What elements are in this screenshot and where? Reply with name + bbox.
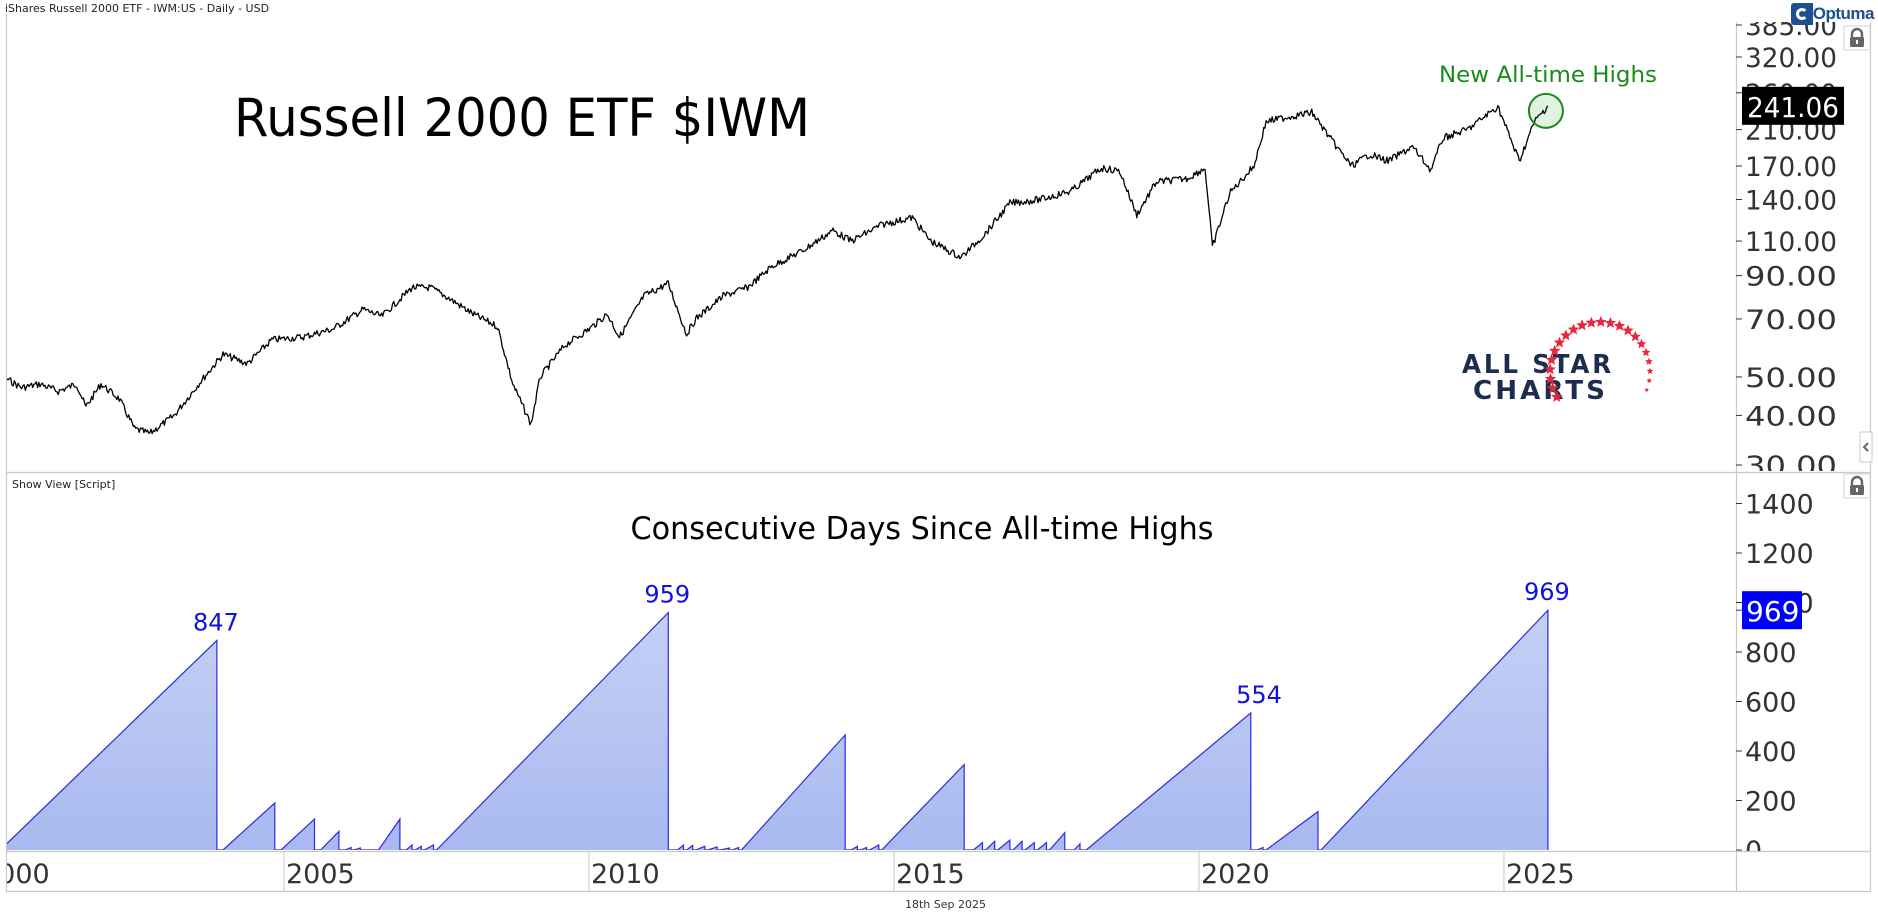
x-tick-label: 2005 bbox=[286, 859, 355, 890]
peak-label: 959 bbox=[644, 581, 690, 609]
y-tick-label: 140.00 bbox=[1745, 185, 1837, 216]
logo-star bbox=[1560, 329, 1572, 341]
y-tick-label: 600 bbox=[1745, 688, 1797, 719]
y-tick-label: 320.00 bbox=[1745, 43, 1837, 74]
y-tick-label: 30.00 bbox=[1745, 451, 1837, 482]
logo-text-line1: ALL STAR bbox=[1462, 350, 1614, 380]
x-tick-label: 2015 bbox=[896, 859, 965, 890]
x-tick-label: 2010 bbox=[591, 859, 660, 890]
x-axis-gridlines bbox=[283, 851, 1505, 891]
logo-star bbox=[1553, 336, 1566, 348]
y-tick-label: 800 bbox=[1745, 638, 1797, 669]
lock-icon[interactable] bbox=[1843, 25, 1871, 51]
annotation-label: New All-time Highs bbox=[1439, 63, 1657, 88]
logo-star bbox=[1629, 330, 1641, 342]
x-tick-label: 2020 bbox=[1201, 859, 1270, 890]
logo-star bbox=[1613, 320, 1626, 331]
logo-star bbox=[1585, 316, 1597, 328]
peak-label: 847 bbox=[193, 608, 239, 636]
days-area-line bbox=[7, 608, 1549, 850]
instrument-header: iShares Russell 2000 ETF - IWM:US - Dail… bbox=[5, 2, 270, 15]
logo-star bbox=[1547, 382, 1559, 394]
logo-star bbox=[1549, 344, 1561, 356]
optuma-logo-icon bbox=[1790, 3, 1813, 25]
days-panel: 847 959 554 969 Consecutive Days Since All-t… bbox=[7, 511, 1570, 850]
x-tick-label: 2025 bbox=[1506, 859, 1575, 890]
price-series-line bbox=[7, 104, 1549, 435]
optuma-logo: Optuma bbox=[1790, 2, 1875, 26]
y-tick-label: 50.00 bbox=[1745, 363, 1837, 394]
y-tick-label: 170.00 bbox=[1745, 152, 1837, 183]
logo-star bbox=[1544, 363, 1556, 375]
logo-star bbox=[1646, 367, 1654, 374]
logo-star bbox=[1551, 391, 1563, 402]
time-axis[interactable]: 2000 2005 2010 2015 2020 2025 bbox=[0, 859, 1575, 890]
y-tick-label: 90.00 bbox=[1745, 262, 1837, 293]
lock-icon[interactable] bbox=[1843, 473, 1871, 499]
logo-star bbox=[1545, 353, 1558, 365]
y-tick-label: 70.00 bbox=[1745, 305, 1837, 336]
peak-label: 969 bbox=[1524, 578, 1570, 606]
last-price-label: 241.06 bbox=[1747, 91, 1839, 124]
logo-star bbox=[1646, 377, 1653, 384]
peak-label: 554 bbox=[1236, 681, 1282, 709]
logo-star bbox=[1544, 373, 1557, 384]
logo-star bbox=[1604, 317, 1617, 328]
days-axis[interactable]: 1400120010008006004002000969 bbox=[1736, 490, 1814, 868]
y-tick-label: 1200 bbox=[1745, 539, 1814, 570]
last-price-badge bbox=[1742, 86, 1844, 125]
y-tick-label: 0 bbox=[1745, 836, 1762, 867]
annotation-circle bbox=[1527, 92, 1564, 129]
last-days-label: 969 bbox=[1746, 595, 1799, 628]
last-days-badge bbox=[1742, 591, 1802, 630]
price-panel: Russell 2000 ETF $IWM New All-time Highs A… bbox=[7, 63, 1657, 435]
logo-star bbox=[1641, 347, 1651, 357]
price-axis[interactable]: 385.00320.00260.00210.00170.00140.00110.… bbox=[1736, 11, 1844, 482]
y-tick-label: 1400 bbox=[1745, 490, 1814, 521]
logo-star bbox=[1622, 324, 1634, 336]
logo-star bbox=[1567, 323, 1580, 335]
y-tick-label: 400 bbox=[1745, 737, 1797, 768]
y-tick-label: 40.00 bbox=[1745, 401, 1837, 432]
logo-star bbox=[1645, 357, 1653, 365]
chevron-left-icon[interactable] bbox=[1859, 431, 1873, 463]
y-tick-label: 110.00 bbox=[1745, 227, 1837, 258]
logo-star bbox=[1595, 316, 1607, 327]
logo-star bbox=[1636, 338, 1647, 349]
days-area-fill bbox=[7, 610, 1548, 850]
logo-star bbox=[1576, 319, 1588, 331]
y-tick-label: 200 bbox=[1745, 787, 1797, 818]
days-chart-title: Consecutive Days Since All-time Highs bbox=[631, 511, 1214, 547]
optuma-logo-text: Optuma bbox=[1812, 4, 1875, 23]
logo-text-line2: CHARTS bbox=[1473, 376, 1608, 406]
price-chart-title: Russell 2000 ETF $IWM bbox=[234, 88, 810, 149]
view-label[interactable]: Show View [Script] bbox=[12, 478, 116, 491]
x-tick-label: 2000 bbox=[0, 859, 50, 890]
logo-star bbox=[1644, 387, 1649, 392]
frame bbox=[5, 14, 1872, 893]
date-label: 18th Sep 2025 bbox=[905, 898, 987, 911]
y-tick-label: 385.00 bbox=[1745, 11, 1837, 42]
